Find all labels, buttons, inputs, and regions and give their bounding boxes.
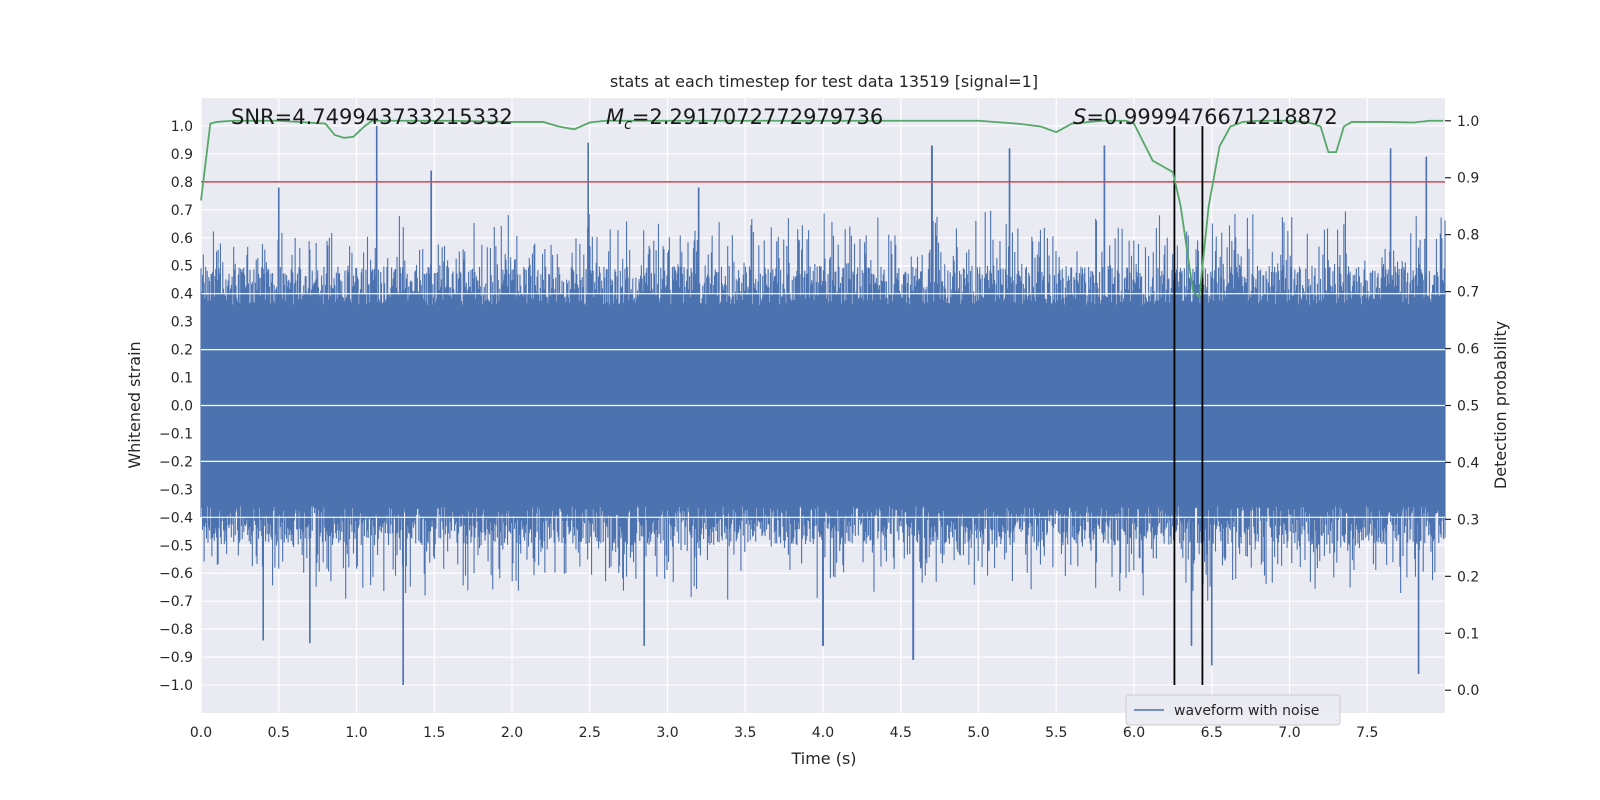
y2-tick-label: 0.1 bbox=[1457, 626, 1479, 642]
statistic-symbol: S bbox=[1073, 105, 1086, 129]
x-tick-label: 0.5 bbox=[268, 725, 290, 741]
y2-tick-label: 0.7 bbox=[1457, 285, 1479, 301]
y-tick-label: 0.3 bbox=[171, 315, 193, 331]
y-tick-label: 0.2 bbox=[171, 343, 193, 359]
y-tick-label: 0.4 bbox=[171, 287, 193, 303]
y2-tick-label: 1.0 bbox=[1457, 114, 1479, 130]
y-tick-label: 0.1 bbox=[171, 371, 193, 387]
y-tick-label: 1.0 bbox=[171, 119, 193, 135]
y-tick-label: −0.7 bbox=[159, 594, 193, 610]
y2-tick-label: 0.6 bbox=[1457, 342, 1479, 358]
chirp-mass-value: =2.2917072772979736 bbox=[632, 105, 883, 129]
chart-title: stats at each timestep for test data 135… bbox=[610, 72, 1038, 91]
y-tick-label: 0.0 bbox=[171, 399, 193, 415]
x-tick-label: 7.5 bbox=[1356, 725, 1378, 741]
legend-box bbox=[1125, 694, 1341, 726]
y-tick-label: −0.3 bbox=[159, 482, 193, 498]
x-tick-label: 5.0 bbox=[967, 725, 989, 741]
x-tick-label: 5.5 bbox=[1045, 725, 1067, 741]
y-axis-label: Whitened strain bbox=[125, 341, 144, 468]
y-tick-label: 0.8 bbox=[171, 175, 193, 191]
y-tick-label: 0.6 bbox=[171, 231, 193, 247]
y2-tick-label: 0.2 bbox=[1457, 569, 1479, 585]
chirp-mass-subscript: c bbox=[624, 117, 632, 133]
y-tick-label: −0.5 bbox=[159, 538, 193, 554]
legend-entry-waveform: waveform with noise bbox=[1174, 703, 1319, 719]
x-tick-label: 3.5 bbox=[734, 725, 756, 741]
chirp-mass-annotation: Mc=2.2917072772979736 bbox=[606, 105, 883, 133]
y2-tick-label: 0.3 bbox=[1457, 512, 1479, 528]
overlay-lines bbox=[200, 119, 1445, 686]
x-tick-label: 2.0 bbox=[501, 725, 523, 741]
y2-tick-label: 0.9 bbox=[1457, 171, 1479, 187]
y-axis-right: 1.0 0.9 0.8 0.7 0.6 0.5 0.4 0.3 0.2 0.1 0.0 bbox=[1445, 114, 1479, 699]
y-tick-label: −0.8 bbox=[159, 622, 193, 638]
snr-annotation: SNR=4.749943733215332 bbox=[231, 105, 513, 129]
y2-tick-label: 0.8 bbox=[1457, 228, 1479, 244]
x-tick-label: 4.5 bbox=[890, 725, 912, 741]
x-tick-label: 0.0 bbox=[190, 725, 212, 741]
x-tick-label: 4.0 bbox=[812, 725, 834, 741]
y-tick-label: 0.5 bbox=[171, 259, 193, 275]
y-tick-label: −0.9 bbox=[159, 650, 193, 666]
waveform-series bbox=[200, 125, 1446, 686]
y2-tick-label: 0.0 bbox=[1457, 683, 1479, 699]
x-tick-label: 6.5 bbox=[1201, 725, 1223, 741]
legend: waveform with noise bbox=[1125, 694, 1341, 726]
statistic-value: =0.9999476671218872 bbox=[1086, 105, 1337, 129]
y-tick-label: 0.7 bbox=[171, 203, 193, 219]
x-axis: 0.0 0.5 1.0 1.5 2.0 2.5 3.0 3.5 4.0 4.5 5.0 5.5 6.0 6… bbox=[190, 725, 1379, 741]
detection-statistic-annotation: S=0.9999476671218872 bbox=[1073, 105, 1338, 129]
x-tick-label: 3.0 bbox=[656, 725, 678, 741]
y-tick-label: −0.4 bbox=[159, 510, 193, 526]
x-tick-label: 2.5 bbox=[579, 725, 601, 741]
x-tick-label: 1.0 bbox=[345, 725, 367, 741]
chirp-mass-symbol: M bbox=[606, 105, 624, 129]
y-tick-label: −0.2 bbox=[159, 454, 193, 470]
y-tick-label: −0.6 bbox=[159, 566, 193, 582]
y-tick-label: −1.0 bbox=[159, 678, 193, 694]
y2-tick-label: 0.4 bbox=[1457, 455, 1479, 471]
y-tick-label: 0.9 bbox=[171, 147, 193, 163]
y-tick-label: −0.1 bbox=[159, 426, 193, 442]
x-tick-label: 7.0 bbox=[1278, 725, 1300, 741]
detection-probability-line bbox=[200, 119, 1444, 300]
y2-tick-label: 0.5 bbox=[1457, 399, 1479, 415]
y2-axis-label: Detection probability bbox=[1491, 321, 1510, 489]
y-axis-left: 1.0 0.9 0.8 0.7 0.6 0.5 0.4 0.3 0.2 0.1 0.0 −0.1 −0.… bbox=[159, 119, 193, 694]
x-tick-label: 1.5 bbox=[423, 725, 445, 741]
x-tick-label: 6.0 bbox=[1123, 725, 1145, 741]
x-axis-label: Time (s) bbox=[790, 749, 856, 768]
